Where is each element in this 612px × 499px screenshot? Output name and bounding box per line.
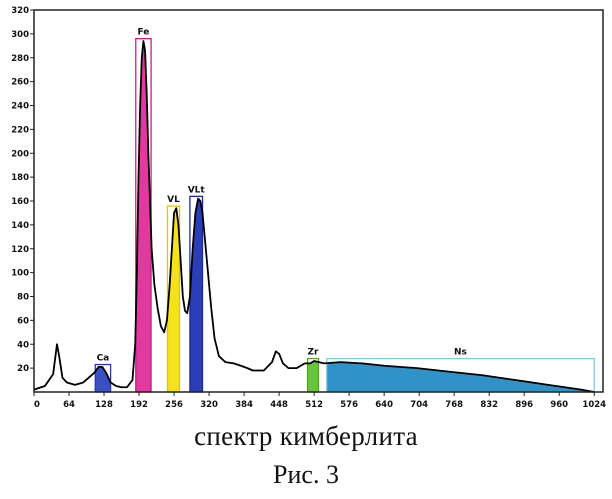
x-tick-label: 128 — [95, 400, 113, 410]
x-tick-label: 1024 — [582, 400, 606, 410]
figure-number: Рис. 3 — [0, 460, 612, 490]
y-tick-label: 240 — [11, 102, 29, 112]
y-tick-label: 200 — [11, 149, 29, 159]
band-labels: Ca Fe VL VLt Zr Ns — [97, 28, 467, 364]
y-tick-label: 100 — [11, 269, 29, 279]
y-tick-label: 80 — [17, 293, 29, 303]
band-label-vlt: VLt — [188, 185, 206, 195]
y-tick-label: 260 — [11, 78, 29, 88]
x-tick-label: 576 — [340, 400, 358, 410]
y-tick-label: 140 — [11, 221, 29, 231]
x-tick-label: 320 — [200, 400, 218, 410]
x-tick-label: 64 — [63, 400, 75, 410]
band-label-fe: Fe — [137, 28, 149, 38]
chart-caption: спектр кимберлита — [0, 421, 612, 452]
plot-frame — [34, 10, 603, 392]
band-layer — [95, 39, 594, 392]
spectrum-line — [34, 41, 594, 392]
x-axis: 0 64 128 192 256 320 384 448 512 576 640 704 768 832 8… — [34, 392, 606, 410]
y-tick-label: 220 — [11, 125, 29, 135]
band-label-ca: Ca — [97, 354, 110, 364]
y-tick-label: 40 — [17, 340, 29, 350]
x-tick-label: 0 — [34, 400, 40, 410]
band-label-vl: VL — [167, 195, 180, 205]
x-tick-label: 256 — [165, 400, 183, 410]
x-tick-label: 960 — [550, 400, 568, 410]
x-tick-label: 448 — [270, 400, 288, 410]
spectrum-chart: 20 40 60 80 100 120 140 160 180 200 220 240 260 280 30… — [0, 0, 612, 420]
plot-border — [34, 10, 603, 392]
x-tick-label: 832 — [480, 400, 498, 410]
y-tick-label: 120 — [11, 245, 29, 255]
x-tick-label: 768 — [445, 400, 463, 410]
x-tick-label: 640 — [375, 400, 393, 410]
band-fill-vlt — [190, 199, 203, 392]
y-tick-label: 180 — [11, 173, 29, 183]
y-tick-label: 300 — [11, 30, 29, 40]
spectrum-line-layer — [34, 41, 594, 392]
y-tick-label: 280 — [11, 54, 29, 64]
x-tick-label: 512 — [305, 400, 323, 410]
x-tick-label: 896 — [515, 400, 533, 410]
band-fill-zr — [308, 361, 319, 392]
x-tick-label: 384 — [235, 400, 253, 410]
y-tick-label: 20 — [17, 364, 29, 374]
band-label-ns: Ns — [454, 348, 467, 358]
band-label-zr: Zr — [308, 348, 320, 358]
y-tick-label: 160 — [11, 197, 29, 207]
y-axis: 20 40 60 80 100 120 140 160 180 200 220 240 260 280 30… — [11, 6, 34, 374]
band-fill-ns — [327, 362, 595, 392]
y-tick-label: 60 — [17, 316, 29, 326]
x-tick-label: 704 — [410, 400, 428, 410]
y-tick-label: 320 — [11, 6, 29, 16]
x-tick-label: 192 — [130, 400, 148, 410]
